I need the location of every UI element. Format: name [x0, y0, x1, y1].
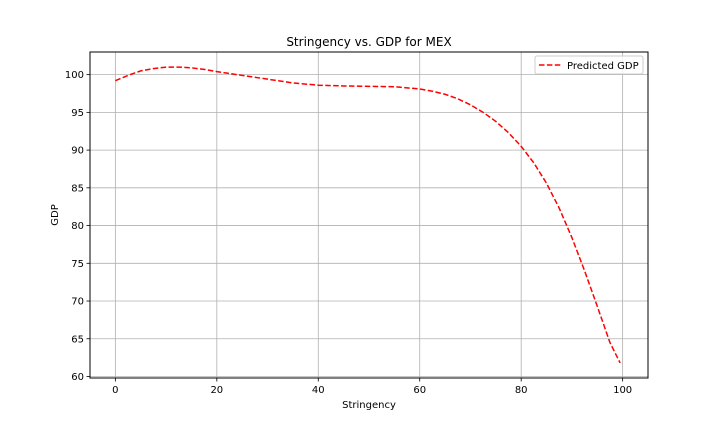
y-tick-label: 70	[71, 297, 84, 308]
legend-label: Predicted GDP	[567, 61, 639, 72]
y-tick-label: 75	[71, 259, 84, 270]
y-tick-label: 100	[65, 70, 84, 81]
y-tick-label: 85	[71, 183, 84, 194]
y-tick-label: 60	[71, 372, 84, 383]
plot-frame	[89, 51, 649, 379]
y-axis-label: GDP	[50, 204, 61, 225]
x-tick-label: 20	[210, 385, 223, 396]
chart-title: Stringency vs. GDP for MEX	[286, 35, 451, 49]
y-tick-label: 80	[71, 221, 84, 232]
x-tick-label: 0	[112, 385, 118, 396]
y-tick-label: 65	[71, 334, 84, 345]
x-axis-label: Stringency	[342, 400, 396, 411]
x-tick-label: 100	[613, 385, 632, 396]
x-tick-label: 60	[413, 385, 426, 396]
x-tick-label: 80	[515, 385, 528, 396]
x-tick-label: 40	[312, 385, 325, 396]
series-layer	[115, 66, 621, 364]
series-line-predicted-gdp	[115, 66, 621, 364]
x-axis: 0 20 40 60 80 100	[112, 378, 632, 396]
legend-box	[534, 55, 644, 75]
y-tick-label: 90	[71, 146, 84, 157]
y-tick-label: 95	[71, 108, 84, 119]
grid	[90, 52, 648, 378]
legend: Predicted GDP	[534, 55, 644, 75]
y-axis: 60 65 70 75 80 85 90 95 100	[65, 70, 90, 383]
